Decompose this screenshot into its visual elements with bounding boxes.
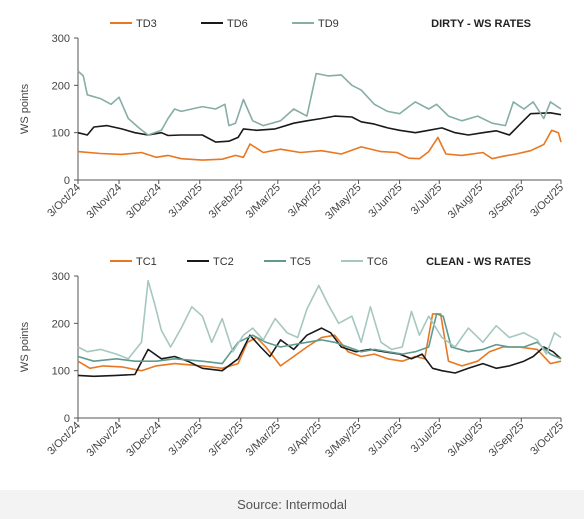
chart-2: 0 100 200 300 WS points 3/Oct/24 3/Nov/24 3/Dec… [19, 256, 566, 460]
x-tick-label: 3/Aug/25 [446, 182, 486, 222]
x-tick-label: 3/Oct/25 [528, 420, 566, 458]
y-tick-label: 100 [52, 366, 70, 378]
y-tick-label: 100 [52, 128, 70, 140]
y-tick-label: 300 [52, 33, 70, 45]
x-tick-label: 3/Jul/25 [409, 182, 445, 218]
y-axis-label: WS points [19, 83, 31, 134]
x-tick-label: 3/Aug/25 [446, 420, 486, 460]
x-tick-label: 3/Nov/24 [85, 420, 125, 460]
x-tick-label: 3/Dec/24 [124, 182, 164, 222]
series-line-tc5 [77, 313, 562, 365]
series-line-td6 [77, 112, 562, 143]
y-tick-label: 0 [64, 175, 70, 187]
series-line-td9 [77, 70, 562, 136]
chart-1: 0 100 200 300 WS points 3/Oct/24 3/Nov/24 3/Dec… [19, 18, 566, 222]
series-line-td3 [77, 129, 562, 161]
series-line-tc2 [77, 327, 562, 378]
legend-label-tc6: TC6 [367, 256, 388, 268]
x-tick-label: 3/Jun/25 [366, 182, 404, 220]
x-tick-label: 3/Feb/25 [207, 182, 246, 221]
chart-title: CLEAN - WS RATES [426, 256, 531, 268]
x-tick-label: 3/Mar/25 [244, 420, 283, 459]
legend-label-tc5: TC5 [290, 256, 311, 268]
x-tick-label: 3/Nov/24 [85, 182, 125, 222]
x-tick-label: 3/Sep/25 [487, 182, 527, 222]
x-tick-label: 3/Jan/25 [167, 420, 205, 458]
chart-title: DIRTY - WS RATES [431, 18, 531, 30]
x-tick-label: 3/May/25 [323, 182, 363, 222]
x-tick-label: 3/Jan/25 [167, 182, 205, 220]
x-tick-label: 3/Sep/25 [487, 420, 527, 460]
legend-label-td9: TD9 [318, 18, 339, 30]
x-tick-label: 3/Oct/24 [45, 420, 83, 458]
legend-label-td6: TD6 [227, 18, 248, 30]
x-tick-label: 3/Apr/25 [286, 182, 324, 220]
chart-card: 0 100 200 300 WS points 3/Oct/24 3/Nov/24 3/Dec… [0, 0, 584, 490]
x-tick-label: 3/May/25 [323, 420, 363, 460]
x-tick-label: 3/Jul/25 [409, 420, 445, 456]
legend-label-td3: TD3 [136, 18, 157, 30]
series-line-tc1 [77, 313, 562, 372]
x-tick-label: 3/Apr/25 [286, 420, 324, 458]
y-tick-label: 300 [52, 271, 70, 283]
x-tick-label: 3/Feb/25 [207, 420, 246, 459]
series-line-tc6 [77, 279, 562, 360]
y-tick-label: 200 [52, 80, 70, 92]
x-tick-label: 3/Oct/24 [45, 182, 83, 220]
y-tick-label: 0 [64, 413, 70, 425]
legend-label-tc2: TC2 [213, 256, 234, 268]
y-axis-label: WS points [19, 321, 31, 372]
x-tick-label: 3/Mar/25 [244, 182, 283, 221]
y-tick-label: 200 [52, 318, 70, 330]
x-tick-label: 3/Dec/24 [124, 420, 164, 460]
source-caption: Source: Intermodal [237, 497, 347, 512]
x-tick-label: 3/Oct/25 [528, 182, 566, 220]
x-tick-label: 3/Jun/25 [366, 420, 404, 458]
legend-label-tc1: TC1 [136, 256, 157, 268]
